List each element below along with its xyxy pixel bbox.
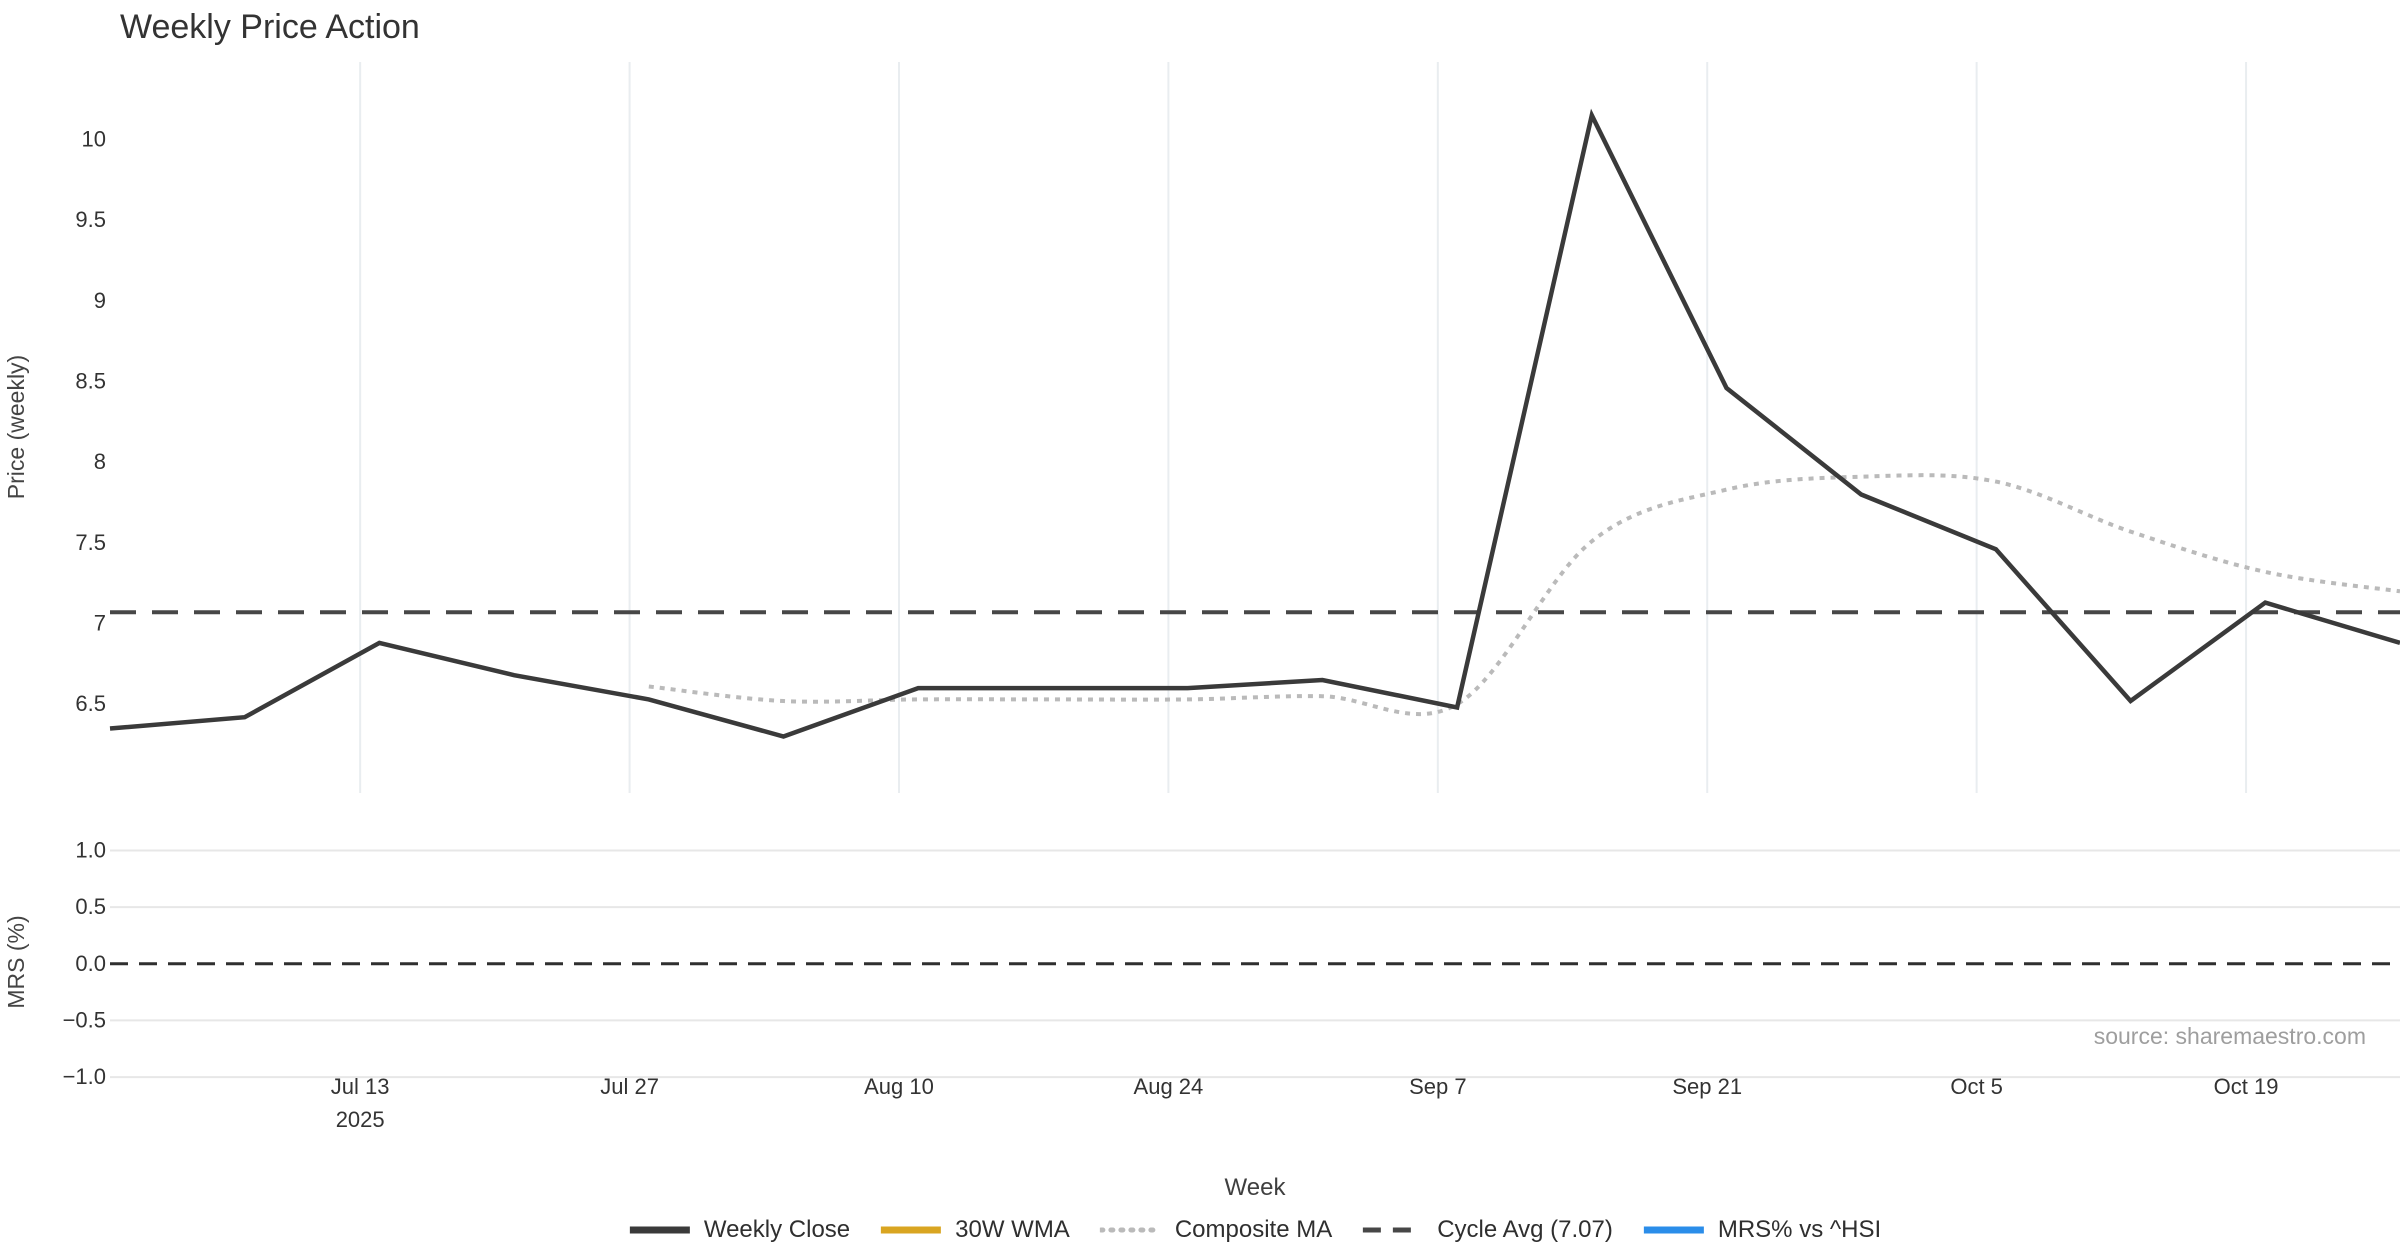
mrs-y-tick-label: 0.5 bbox=[75, 894, 106, 919]
x-axis-title: Week bbox=[1225, 1174, 1287, 1201]
x-tick-label: Jul 13 bbox=[331, 1074, 390, 1099]
price-axis-title: Price (weekly) bbox=[3, 355, 29, 499]
price-y-tick-label: 7 bbox=[94, 611, 106, 636]
mrs-axis-title: MRS (%) bbox=[3, 915, 29, 1008]
x-tick-year-label: 2025 bbox=[336, 1107, 385, 1132]
tick-labels-layer: 10 9.5 9 8.5 8 7.5 7 6.5 1.0 0.5 0.0 −0.5 −1.0 Jul 13… bbox=[63, 126, 2279, 1132]
legend-item-label: Cycle Avg (7.07) bbox=[1437, 1216, 1613, 1243]
legend-swatch bbox=[629, 1226, 690, 1234]
x-tick-label: Sep 21 bbox=[1672, 1074, 1742, 1099]
legend-item-label: Weekly Close bbox=[703, 1216, 851, 1243]
legend-item-weekly-close[interactable]: Weekly Close bbox=[629, 1216, 850, 1244]
price-y-tick-label: 8.5 bbox=[75, 369, 106, 394]
price-y-tick-label: 6.5 bbox=[75, 691, 106, 716]
price-y-tick-label: 9.5 bbox=[75, 207, 106, 232]
legend-swatch bbox=[881, 1226, 942, 1234]
series-layer bbox=[109, 108, 2400, 966]
legend-item-30w-wma[interactable]: 30W WMA bbox=[880, 1216, 1070, 1244]
price-y-tick-label: 10 bbox=[82, 126, 106, 151]
composite-ma-line bbox=[648, 473, 2400, 717]
legend-item-composite-ma[interactable]: Composite MA bbox=[1099, 1216, 1333, 1244]
x-tick-label: Oct 5 bbox=[1950, 1074, 2003, 1099]
legend-swatch bbox=[1099, 1227, 1162, 1233]
mrs-y-tick-label: 0.0 bbox=[75, 951, 106, 976]
weekly-close-line bbox=[109, 108, 2400, 739]
legend-item-mrs-vs-hsi[interactable]: MRS% vs ^HSI bbox=[1643, 1216, 1881, 1244]
x-tick-label: Aug 24 bbox=[1134, 1074, 1204, 1099]
x-tick-label: Oct 19 bbox=[2214, 1074, 2279, 1099]
price-y-tick-label: 8 bbox=[94, 449, 106, 474]
legend: Weekly Close 30W WMA Composite MA Cycle Avg… bbox=[629, 1216, 1881, 1244]
mrs-y-tick-label: −1.0 bbox=[63, 1064, 106, 1089]
source-note: source: sharemaestro.com bbox=[2094, 1023, 2366, 1049]
legend-item-label: 30W WMA bbox=[955, 1216, 1070, 1243]
legend-item-label: Composite MA bbox=[1174, 1216, 1333, 1243]
chart-title: Weekly Price Action bbox=[120, 8, 420, 46]
x-tick-label: Jul 27 bbox=[600, 1074, 659, 1099]
legend-swatch bbox=[1363, 1227, 1424, 1233]
legend-item-cycle-avg-7-07[interactable]: Cycle Avg (7.07) bbox=[1362, 1216, 1613, 1244]
x-tick-label: Aug 10 bbox=[864, 1074, 934, 1099]
legend-item-label: MRS% vs ^HSI bbox=[1717, 1216, 1882, 1243]
mrs-y-tick-label: 1.0 bbox=[75, 837, 106, 862]
price-y-tick-label: 7.5 bbox=[75, 530, 106, 555]
legend-swatch bbox=[1643, 1226, 1704, 1234]
mrs-y-tick-label: −0.5 bbox=[63, 1007, 106, 1032]
x-tick-label: Sep 7 bbox=[1409, 1074, 1467, 1099]
price-y-tick-label: 9 bbox=[94, 288, 106, 313]
gridlines-layer bbox=[110, 62, 2400, 1079]
